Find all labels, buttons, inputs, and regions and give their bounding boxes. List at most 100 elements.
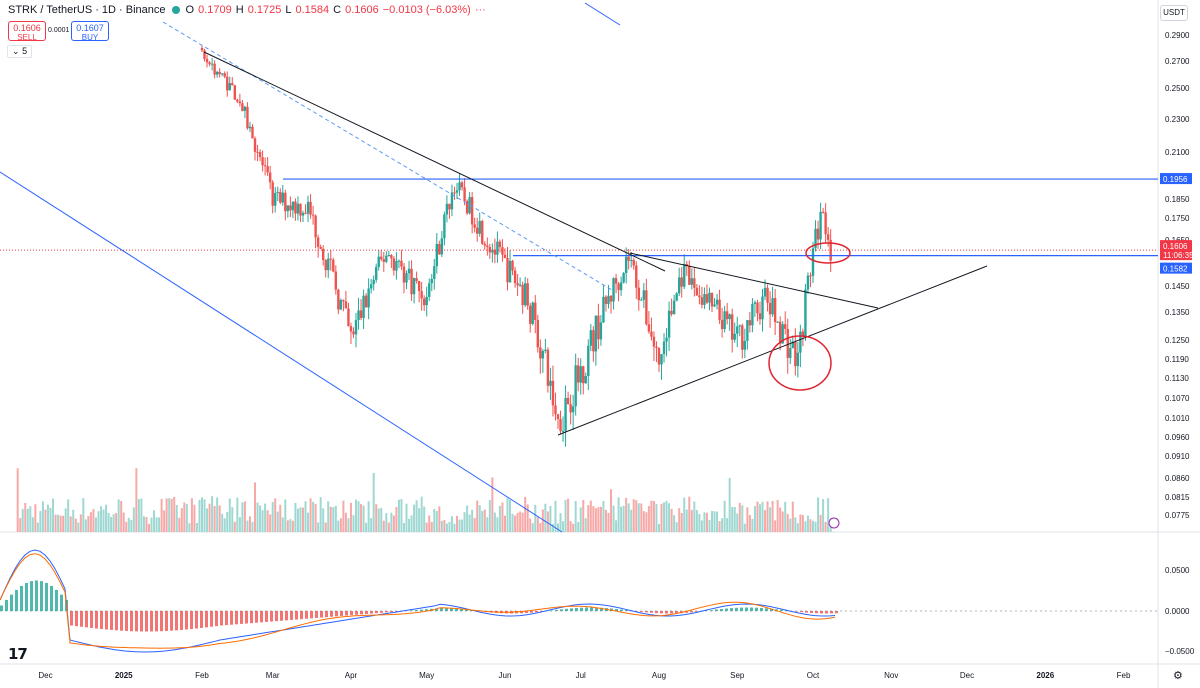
volume-bar	[102, 509, 105, 532]
volume-bar	[531, 523, 534, 532]
volume-bar	[402, 522, 405, 532]
candle-body	[251, 126, 254, 139]
candle-body	[604, 296, 608, 304]
candle-body	[743, 340, 747, 350]
macd-histogram-bar	[40, 581, 43, 611]
macd-histogram-bar	[340, 611, 343, 616]
candle-body	[589, 330, 593, 346]
volume-bar	[642, 511, 645, 532]
volume-bar	[680, 512, 683, 532]
volume-bar	[556, 523, 559, 532]
volume-bar	[450, 516, 453, 532]
candle-body	[516, 283, 519, 286]
candle-body	[238, 101, 242, 104]
volume-bar	[347, 518, 350, 532]
volume-bar	[549, 506, 552, 532]
candle-body	[415, 278, 418, 282]
volume-bar	[188, 523, 191, 532]
volume-bar	[463, 512, 466, 532]
volume-bar	[49, 507, 52, 532]
volume-bar	[678, 508, 681, 532]
macd-histogram-bar	[645, 611, 648, 613]
volume-bar	[372, 472, 375, 532]
volume-bar	[246, 520, 249, 532]
volume-bar	[685, 509, 688, 532]
symbol-title[interactable]: STRK / TetherUS · 1D · Binance	[8, 4, 166, 16]
macd-histogram-bar	[335, 611, 338, 617]
indicators-toggle[interactable]: ⌄ 5	[7, 45, 33, 58]
volume-bar	[743, 523, 746, 532]
volume-bar	[420, 496, 423, 532]
volume-bar	[39, 510, 42, 532]
buy-button[interactable]: 0.1607 BUY	[71, 21, 109, 42]
more-icon[interactable]: ···	[474, 4, 486, 16]
candle-body	[680, 277, 683, 287]
macd-histogram-bar	[745, 607, 748, 611]
volume-bar	[776, 499, 779, 532]
macd-histogram-bar	[305, 611, 308, 619]
candle-body	[541, 350, 545, 359]
candle-body	[564, 397, 567, 431]
volume-bar	[824, 521, 827, 532]
volume-bar	[304, 501, 307, 532]
candle-body	[609, 295, 613, 302]
volume-bar	[195, 522, 198, 532]
currency-selector[interactable]: USDT	[1160, 5, 1188, 21]
macd-histogram-bar	[580, 607, 583, 611]
time-tick-label: Sep	[730, 671, 745, 680]
volume-bar	[728, 478, 731, 532]
volume-bar	[216, 497, 219, 532]
volume-bar	[610, 489, 613, 532]
candle-body	[824, 212, 827, 235]
volume-bar	[594, 508, 597, 532]
candle-body	[733, 333, 736, 340]
candle-body	[208, 62, 211, 65]
candle-body	[566, 397, 570, 405]
candle-body	[556, 414, 560, 420]
gear-icon[interactable]: ⚙	[1173, 670, 1183, 682]
volume-bar	[289, 519, 292, 532]
volume-bar	[764, 510, 767, 532]
time-tick-label: Oct	[807, 671, 820, 680]
candle-body	[382, 259, 385, 262]
volume-bar	[145, 517, 148, 532]
candle-body	[746, 320, 749, 341]
candle-body	[344, 301, 348, 309]
candle-body	[652, 336, 656, 347]
candle-body	[700, 297, 704, 305]
volume-bar	[46, 504, 49, 532]
macd-histogram-bar	[625, 610, 628, 611]
volume-bar	[307, 512, 310, 532]
macd-histogram-bar	[220, 611, 223, 626]
volume-bar	[173, 496, 176, 532]
candle-body	[258, 152, 262, 158]
candle-body	[786, 328, 789, 358]
candle-body	[443, 214, 446, 239]
volume-bar	[213, 505, 216, 532]
candle-body	[632, 260, 635, 266]
candle-body	[766, 287, 769, 303]
volume-bar	[97, 511, 100, 532]
macd-histogram-bar	[265, 611, 268, 622]
volume-bar	[635, 500, 638, 532]
candle-body	[738, 325, 741, 327]
sell-button[interactable]: 0.1606 SELL	[8, 21, 46, 42]
candle-body	[592, 330, 595, 352]
volume-bar	[26, 508, 29, 532]
macd-histogram-bar	[165, 611, 168, 631]
macd-histogram-bar	[45, 582, 48, 611]
volume-bar	[819, 514, 822, 532]
volume-bar	[198, 499, 201, 532]
candle-body	[526, 283, 529, 306]
volume-bar	[329, 506, 332, 532]
macd-histogram-bar	[120, 611, 123, 631]
candle-body	[713, 304, 716, 307]
volume-bar	[468, 514, 471, 532]
candle-body	[253, 138, 257, 152]
candle-body	[397, 260, 401, 262]
candle-body	[203, 50, 206, 59]
macd-histogram-bar	[85, 611, 88, 628]
candle-body	[210, 63, 214, 65]
macd-histogram-bar	[595, 607, 598, 611]
